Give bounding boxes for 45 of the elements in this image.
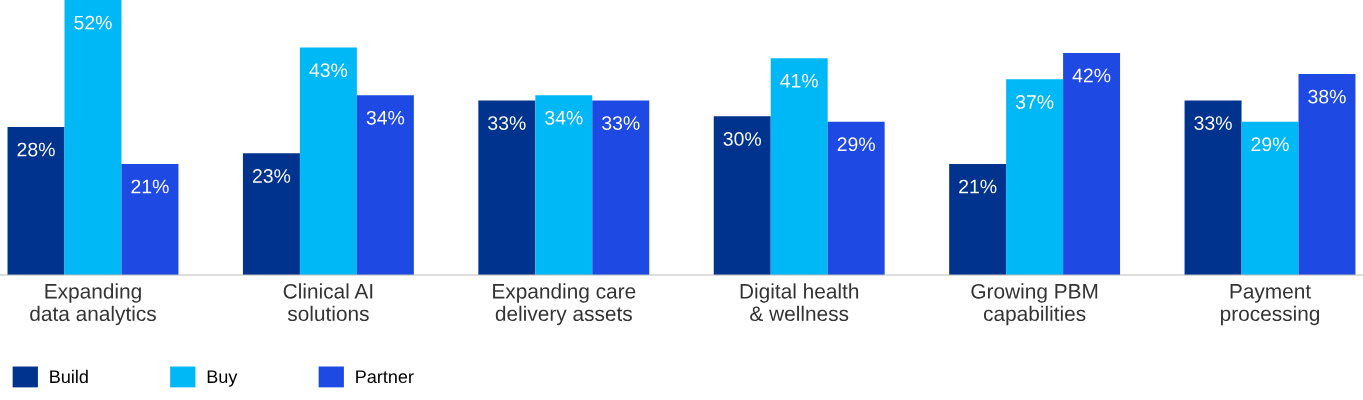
data-label: 37% xyxy=(1015,95,1054,109)
legend-label: Build xyxy=(50,369,88,384)
bar xyxy=(356,95,414,275)
data-label: 43% xyxy=(309,63,348,78)
x-tick-label: Digital health & wellness xyxy=(740,283,859,322)
data-label: 21% xyxy=(959,179,997,194)
bar xyxy=(242,153,300,275)
bar xyxy=(1298,74,1356,275)
bar xyxy=(478,100,536,275)
bar xyxy=(535,95,593,275)
data-label: 33% xyxy=(1194,116,1232,130)
x-tick-label: Expanding data analytics xyxy=(30,283,156,326)
bar xyxy=(713,116,771,275)
bar xyxy=(1184,100,1242,275)
data-label: 33% xyxy=(488,116,526,130)
data-label: 23% xyxy=(252,169,291,183)
bar xyxy=(592,100,650,275)
data-label: 34% xyxy=(545,110,583,125)
bar xyxy=(949,163,1007,275)
data-label: 34% xyxy=(366,110,405,125)
data-label: 29% xyxy=(1251,137,1289,152)
x-tick-label: Payment processing xyxy=(1220,284,1320,326)
data-label: 41% xyxy=(780,73,818,88)
bar xyxy=(770,58,828,275)
data-label: 21% xyxy=(131,179,169,194)
data-label: 38% xyxy=(1308,89,1346,104)
bar xyxy=(299,47,357,275)
data-label: 29% xyxy=(837,137,875,152)
legend-label: Partner xyxy=(356,370,414,384)
data-label: 28% xyxy=(17,142,55,157)
x-tick-label: Growing PBM capabilities xyxy=(971,283,1098,326)
bar xyxy=(1241,121,1299,275)
bar xyxy=(7,126,65,275)
bar xyxy=(121,163,179,275)
bar xyxy=(1006,79,1064,275)
legend-label: Buy xyxy=(207,370,238,387)
bar xyxy=(827,121,885,275)
bar xyxy=(1063,52,1121,275)
data-label: 30% xyxy=(723,132,761,146)
x-tick-label: Expanding care delivery assets xyxy=(493,283,636,326)
x-tick-label: Clinical AI solutions xyxy=(283,283,373,322)
data-label: 42% xyxy=(1072,68,1111,83)
data-label: 52% xyxy=(74,15,112,30)
data-label: 33% xyxy=(602,116,640,130)
bar xyxy=(64,0,122,275)
